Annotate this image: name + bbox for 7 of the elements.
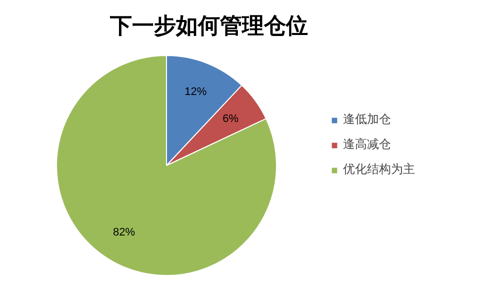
legend-label: 优化结构为主 [343, 161, 415, 178]
legend-label: 逢低加仓 [343, 111, 391, 128]
data-label: 12% [184, 86, 207, 98]
chart-title: 下一步如何管理仓位 [109, 14, 308, 39]
data-label: 6% [222, 112, 239, 125]
data-label: 82% [113, 226, 136, 238]
legend-label: 逢高减仓 [343, 136, 391, 153]
